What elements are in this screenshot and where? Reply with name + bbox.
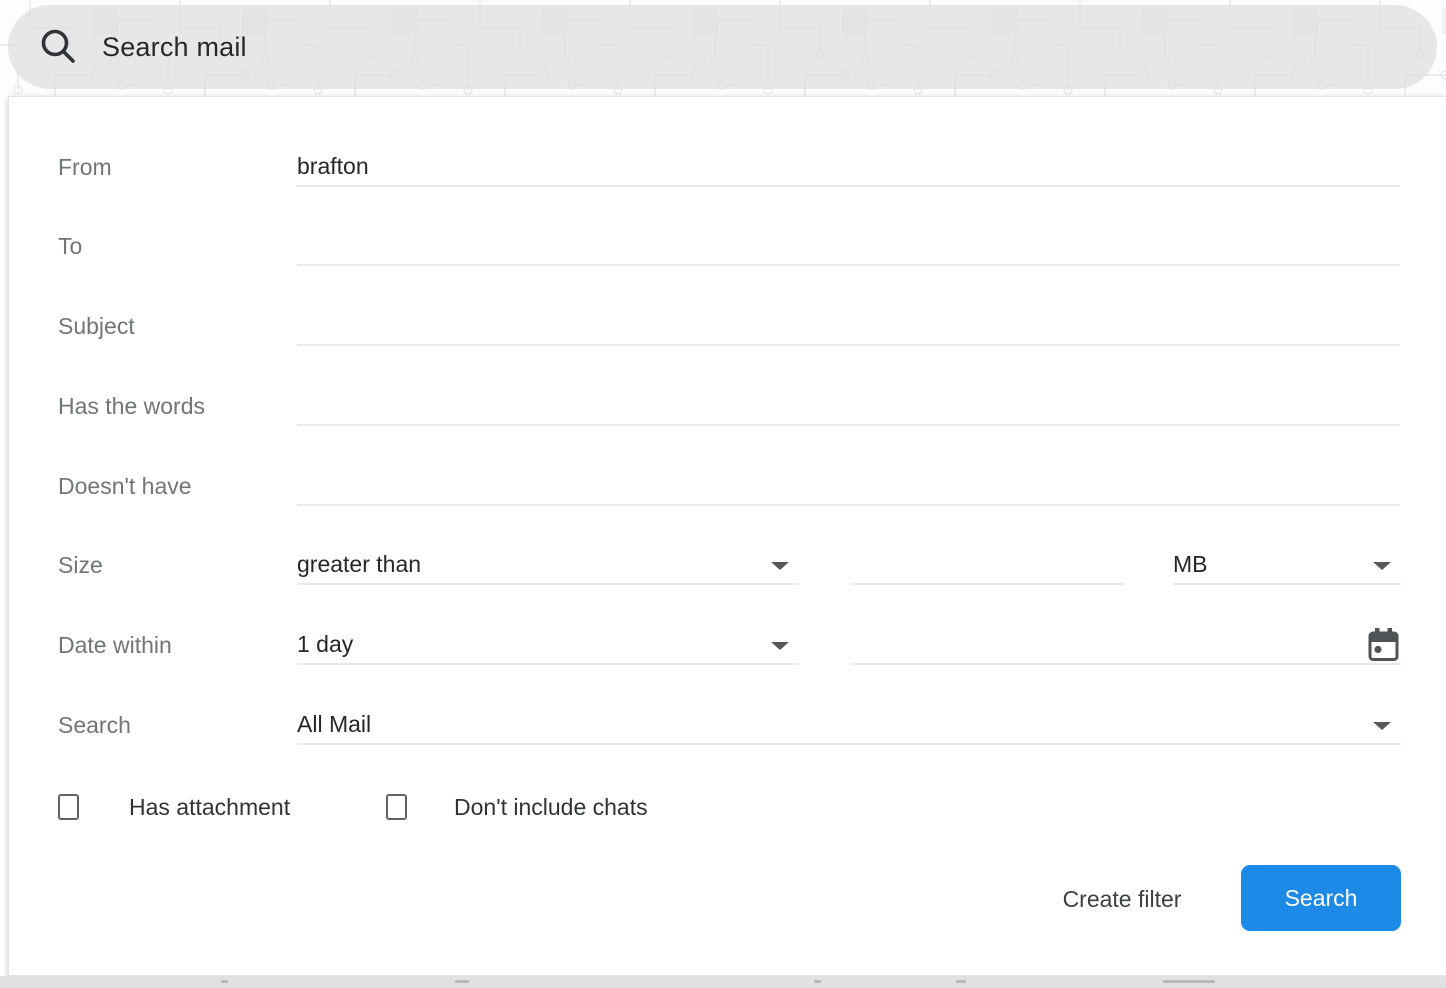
- background-artifact: [814, 980, 821, 983]
- date-within-label: Date within: [58, 631, 172, 658]
- has-words-input[interactable]: [297, 386, 1400, 426]
- subject-input[interactable]: [297, 306, 1400, 346]
- has-words-label: Has the words: [58, 392, 206, 419]
- background-artifact: [956, 980, 966, 983]
- search-scope-select[interactable]: All Mail: [297, 705, 1401, 745]
- size-label: Size: [58, 551, 103, 578]
- date-range-select[interactable]: 1 day: [297, 625, 799, 665]
- chevron-down-icon: [1373, 562, 1391, 570]
- chevron-down-icon: [771, 642, 789, 650]
- dont-include-chats-checkbox[interactable]: [386, 794, 407, 820]
- from-label: From: [58, 153, 112, 180]
- create-filter-button[interactable]: Create filter: [1062, 885, 1182, 912]
- dont-include-chats-label[interactable]: Don't include chats: [454, 793, 648, 820]
- search-scope-value: All Mail: [297, 710, 372, 737]
- date-input[interactable]: [850, 625, 1401, 665]
- page-background-strip: [0, 976, 1446, 988]
- search-mail-placeholder: Search mail: [102, 31, 247, 62]
- search-mail-input[interactable]: Search mail: [8, 5, 1437, 89]
- size-unit-value: MB: [1173, 550, 1208, 577]
- calendar-icon[interactable]: [1368, 628, 1399, 662]
- size-amount-input[interactable]: [850, 545, 1124, 585]
- background-artifact: [1163, 980, 1215, 983]
- chevron-down-icon: [1373, 722, 1391, 730]
- from-value: brafton: [297, 152, 369, 179]
- from-input[interactable]: brafton: [297, 147, 1400, 187]
- date-range-value: 1 day: [297, 630, 354, 657]
- has-attachment-label[interactable]: Has attachment: [129, 793, 291, 820]
- to-label: To: [58, 232, 83, 259]
- chevron-down-icon: [771, 562, 789, 570]
- subject-label: Subject: [58, 312, 135, 339]
- background-artifact: [221, 980, 228, 983]
- search-bar-region: Search mail: [0, 0, 1446, 96]
- search-button[interactable]: Search: [1241, 865, 1401, 931]
- search-scope-label: Search: [58, 711, 131, 738]
- size-comparator-select[interactable]: greater than: [297, 545, 799, 585]
- background-artifact: [455, 980, 469, 983]
- doesnt-have-input[interactable]: [297, 466, 1400, 506]
- doesnt-have-label: Doesn't have: [58, 472, 192, 499]
- has-attachment-checkbox[interactable]: [58, 794, 79, 820]
- advanced-search-panel: From brafton To Subject Has the words Do…: [8, 96, 1446, 976]
- search-icon: [41, 29, 75, 63]
- size-unit-select[interactable]: MB: [1173, 545, 1401, 585]
- size-comparator-value: greater than: [297, 550, 422, 577]
- to-input[interactable]: [297, 226, 1400, 266]
